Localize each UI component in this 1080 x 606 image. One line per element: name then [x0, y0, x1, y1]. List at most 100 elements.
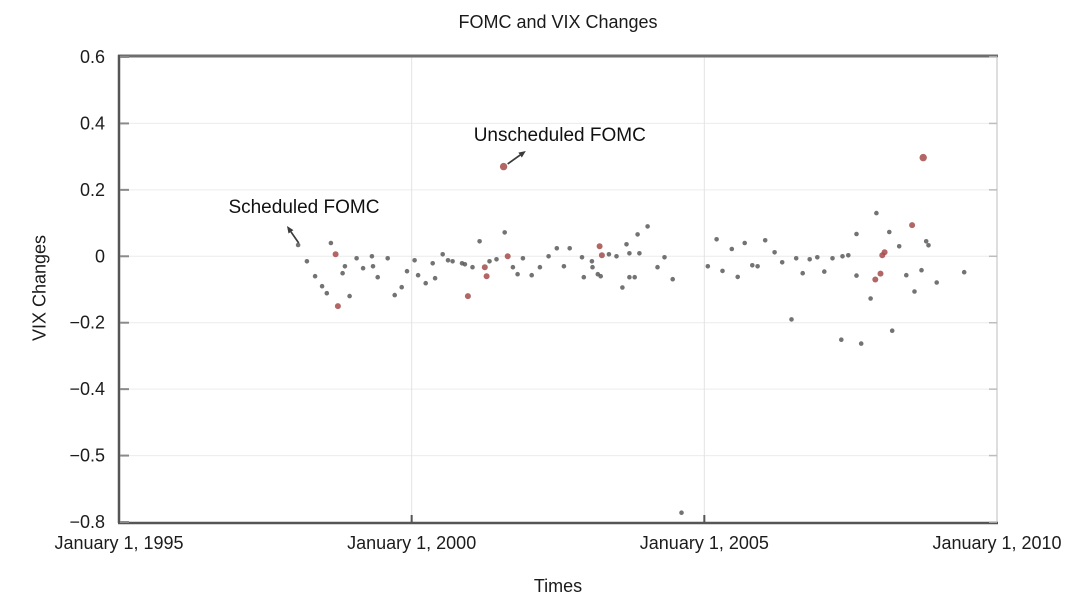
scheduled-fomc-point — [934, 280, 939, 285]
scheduled-fomc-point — [399, 284, 405, 290]
x-tick-label: January 1, 1995 — [54, 533, 183, 553]
x-tick-label: January 1, 2005 — [640, 533, 769, 553]
annotation-arrow-head — [518, 150, 526, 158]
scheduled-fomc-point — [440, 252, 446, 257]
scheduled-fomc-point — [645, 224, 650, 229]
unscheduled-fomc-point — [464, 293, 471, 300]
scheduled-fomc-point — [635, 232, 640, 237]
unscheduled-fomc-point — [332, 251, 339, 258]
unscheduled-fomc-point — [334, 303, 341, 310]
unscheduled-fomc-point — [881, 249, 888, 256]
scheduled-fomc-point — [889, 328, 895, 334]
scheduled-fomc-point — [923, 239, 929, 244]
scheduled-fomc-point — [370, 264, 376, 269]
scheduled-fomc-point — [840, 253, 845, 259]
scheduled-fomc-point — [662, 254, 667, 260]
annotation-scheduled-fomc: Scheduled FOMC — [228, 197, 380, 219]
scheduled-fomc-point — [328, 240, 334, 246]
scheduled-fomc-point — [502, 230, 508, 235]
scheduled-fomc-point — [477, 239, 482, 244]
scheduled-fomc-point — [520, 255, 526, 261]
scheduled-fomc-point — [295, 242, 301, 248]
scheduled-fomc-point — [598, 273, 603, 279]
scheduled-fomc-point — [839, 337, 844, 343]
scheduled-fomc-point — [304, 259, 310, 264]
scheduled-fomc-point — [735, 274, 740, 280]
scheduled-fomc-point — [312, 273, 318, 279]
annotation-arrow-line — [507, 154, 521, 165]
scheduled-fomc-point — [789, 317, 794, 322]
scheduled-fomc-point — [705, 264, 711, 269]
unscheduled-fomc-point — [483, 273, 490, 280]
scheduled-fomc-point — [620, 285, 625, 290]
scheduled-fomc-point — [537, 264, 543, 270]
unscheduled-fomc-point — [877, 270, 884, 277]
scheduled-fomc-point — [546, 253, 551, 259]
scheduled-fomc-point — [392, 292, 398, 298]
scheduled-fomc-point — [627, 274, 632, 280]
scheduled-fomc-point — [854, 273, 859, 278]
scheduled-fomc-point — [655, 264, 660, 270]
scheduled-fomc-point — [714, 237, 719, 242]
scheduled-fomc-point — [324, 290, 330, 296]
unscheduled-fomc-point — [481, 264, 488, 271]
scheduled-fomc-point — [896, 244, 902, 249]
scheduled-fomc-point — [470, 264, 475, 270]
y-tick-label: 0.2 — [80, 180, 105, 200]
scheduled-fomc-point — [375, 274, 381, 280]
scheduled-fomc-point — [830, 255, 835, 261]
scheduled-fomc-point — [529, 272, 534, 278]
scheduled-fomc-point — [567, 246, 572, 251]
y-tick-label: −0.4 — [69, 379, 105, 399]
unscheduled-fomc-point — [504, 253, 511, 260]
scheduled-fomc-point — [487, 259, 492, 264]
y-axis-title: VIX Changes — [29, 234, 50, 342]
scheduled-fomc-point — [627, 251, 632, 256]
unscheduled-fomc-point — [872, 276, 879, 283]
x-axis-title: Times — [533, 576, 583, 596]
y-tick-label: 0.6 — [80, 47, 105, 67]
scheduled-fomc-point — [807, 257, 812, 262]
scheduled-fomc-point — [319, 283, 325, 289]
scheduled-fomc-point — [385, 255, 391, 261]
scheduled-fomc-point — [755, 264, 760, 269]
scheduled-fomc-point — [347, 293, 352, 299]
scheduled-fomc-point — [729, 246, 735, 252]
scheduled-fomc-point — [404, 268, 410, 274]
scheduled-fomc-point — [815, 254, 820, 260]
y-tick-label: −0.2 — [69, 313, 105, 333]
y-tick-label: −0.5 — [69, 446, 105, 466]
scheduled-fomc-point — [632, 274, 637, 280]
scheduled-fomc-point — [412, 258, 417, 263]
scheduled-fomc-point — [846, 253, 851, 258]
scheduled-fomc-point — [887, 229, 892, 235]
scheduled-fomc-point — [445, 258, 451, 263]
scheduled-fomc-point — [360, 265, 366, 271]
scheduled-fomc-point — [581, 274, 587, 280]
scheduled-fomc-point — [779, 260, 785, 265]
scheduled-fomc-point — [670, 276, 675, 282]
scheduled-fomc-point — [961, 269, 967, 275]
y-tick-label: 0 — [95, 246, 105, 266]
scheduled-fomc-point — [579, 254, 585, 260]
scheduled-fomc-point — [793, 255, 799, 261]
scheduled-fomc-point — [614, 253, 619, 259]
scheduled-fomc-point — [637, 251, 642, 256]
scheduled-fomc-point — [679, 510, 684, 515]
unscheduled-fomc-point — [909, 222, 916, 229]
scheduled-fomc-point — [772, 250, 777, 255]
scheduled-fomc-point — [423, 280, 429, 286]
scheduled-fomc-point — [874, 210, 879, 216]
scheduled-fomc-point — [432, 275, 438, 281]
scheduled-fomc-point — [369, 253, 375, 259]
y-tick-label: −0.8 — [69, 512, 105, 532]
scheduled-fomc-point — [750, 263, 755, 268]
scheduled-fomc-point — [742, 240, 747, 246]
scheduled-fomc-point — [340, 270, 345, 276]
scheduled-fomc-point — [904, 272, 909, 278]
annotation-arrow-head — [286, 226, 294, 234]
scheduled-fomc-point — [554, 246, 560, 251]
scheduled-fomc-point — [561, 264, 567, 269]
